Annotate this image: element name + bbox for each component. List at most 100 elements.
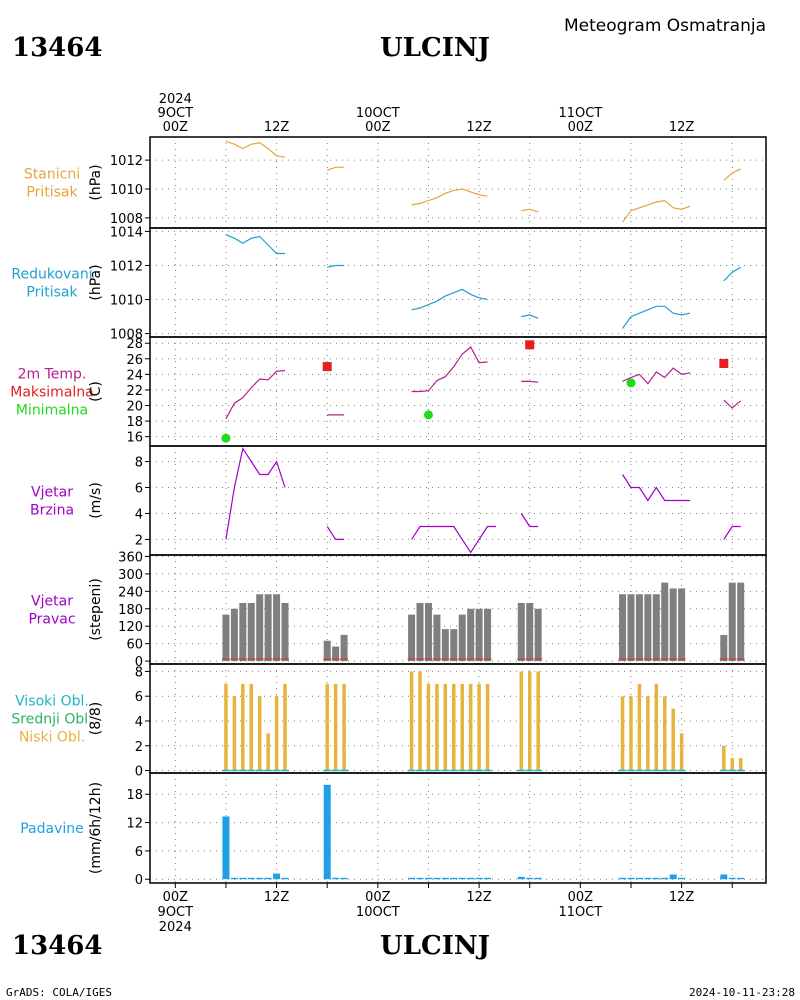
precipitation-bar (332, 877, 340, 880)
low-cloud-bar (485, 683, 490, 771)
low-cloud-bar (274, 696, 279, 771)
wind-direction-bar (635, 594, 643, 662)
y-tick-label: 24 (126, 368, 143, 383)
y-axis-label: (mm/6h/12h) (88, 782, 104, 874)
footer-timestamp: 2024-10-11-23:28 (689, 986, 795, 999)
chart-subtitle: Meteogram Osmatranja (564, 16, 766, 36)
footer-credit: GrADS: COLA/IGES (6, 986, 112, 999)
low-cloud-bar (232, 696, 237, 771)
wind-direction-bar (458, 614, 466, 662)
top-time-label: 00Z (163, 120, 189, 135)
panel-label: Stanicni (24, 167, 80, 183)
wind-direction-bar (424, 602, 432, 662)
bottom-time-label: 00Z (568, 890, 594, 905)
precipitation-bar (644, 877, 652, 880)
y-axis-label: (8/8) (88, 702, 104, 735)
precipitation-bar (534, 877, 542, 880)
wind-direction-bar (526, 602, 534, 662)
plot-area-sea-pressure (225, 234, 742, 329)
temperature-line (225, 369, 286, 420)
bottom-time-label: 12Z (264, 890, 290, 905)
precipitation-bar (441, 877, 449, 880)
panel-frame (149, 227, 767, 338)
wind-direction-bar (230, 608, 238, 662)
station-name-top: ULCINJ (380, 33, 490, 63)
panel-label: 2m Temp. (18, 367, 87, 383)
panel-label: Padavine (20, 821, 84, 837)
wind-direction-bar (256, 594, 264, 662)
temperature-line (723, 399, 742, 409)
plot-area-wind-direction (221, 582, 745, 662)
wind-direction-bar (534, 608, 542, 662)
y-axis-label: (hPa) (88, 164, 104, 200)
low-cloud-bar (333, 683, 338, 771)
y-tick-label: 1010 (110, 183, 143, 198)
temperature-line (622, 367, 691, 385)
wind-direction-bar (661, 582, 669, 662)
sea-pressure-line (521, 314, 539, 319)
wind-direction-bar (484, 608, 492, 662)
low-cloud-bar (519, 671, 524, 771)
bottom-time-label: 9OCT (158, 905, 194, 920)
station-pressure-line (225, 140, 286, 158)
precipitation-bar (517, 876, 525, 880)
low-cloud-bar (426, 683, 431, 771)
precipitation-bar (264, 877, 272, 880)
precipitation-bar (458, 877, 466, 880)
panel-label: Srednji Obl. (11, 712, 92, 728)
low-cloud-bar (477, 683, 481, 771)
precipitation-bar (230, 877, 238, 880)
precipitation-bar (340, 877, 348, 880)
sea-pressure-line (327, 264, 345, 268)
panel-wind-direction: 0 60 120 180 240 300 360 Vjetar Pravac (stepeni) (28, 550, 767, 670)
wind-direction-bar (247, 602, 255, 662)
temperature-line (411, 346, 488, 393)
precipitation-bar (239, 877, 247, 880)
tmax-marker (525, 340, 535, 350)
precipitation-bar (635, 877, 643, 880)
wind-direction-bar (222, 614, 230, 662)
precipitation-bar (281, 877, 289, 880)
y-tick-label: 300 (118, 568, 143, 583)
panel-frame (149, 772, 767, 884)
station-pressure-line (622, 199, 691, 223)
wind-direction-bar (273, 594, 281, 662)
y-tick-label: 180 (118, 603, 143, 618)
wind-direction-bar (340, 634, 348, 662)
panel-wind-speed: 2 4 6 8 Vjetar Brzina (m/s) (30, 445, 767, 556)
panel-station-pressure: 1008 1010 1012 Stanicni Pritisak (hPa) (24, 136, 767, 229)
y-tick-label: 360 (118, 550, 143, 565)
station-pressure-line (411, 188, 488, 206)
y-tick-label: 8 (135, 665, 143, 680)
y-tick-label: 26 (126, 353, 143, 368)
low-cloud-bar (452, 683, 456, 771)
bottom-time-label: 12Z (466, 890, 492, 905)
low-cloud-bar (249, 683, 254, 771)
precipitation-bar (222, 816, 230, 880)
low-cloud-bar (443, 683, 448, 771)
y-axis-label: (m/s) (88, 482, 104, 519)
panel-frame (149, 336, 767, 447)
y-tick-label: 20 (126, 400, 143, 415)
station-id-bottom: 13464 (12, 931, 102, 961)
y-tick-label: 8 (135, 456, 143, 471)
low-cloud-bar (283, 683, 287, 771)
low-cloud-bar (536, 671, 540, 771)
tmax-marker (719, 358, 729, 368)
low-cloud-bar (730, 758, 734, 771)
wind-direction-bar (323, 640, 331, 662)
wind-speed-line (520, 513, 539, 528)
y-tick-label: 1012 (110, 259, 143, 274)
wind-direction-bar (281, 602, 289, 662)
precipitation-bar (450, 877, 458, 880)
bottom-time-label: 10OCT (356, 905, 400, 920)
panel-label: Minimalna (16, 403, 88, 419)
y-tick-label: 1008 (110, 212, 143, 227)
panel-label: Redukovani (11, 267, 92, 283)
y-axis-label: (C) (88, 381, 104, 402)
precipitation-bar (652, 877, 660, 880)
tmin-marker (626, 378, 636, 388)
wind-speed-line (225, 447, 286, 540)
precipitation-bar (669, 874, 677, 880)
